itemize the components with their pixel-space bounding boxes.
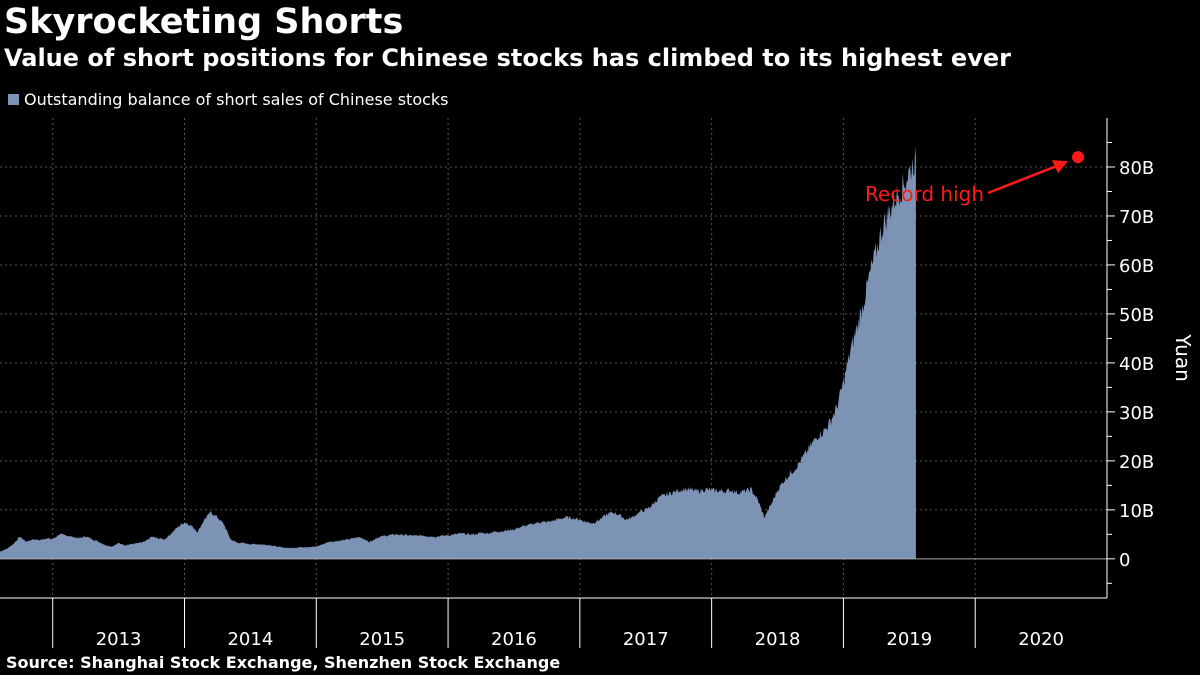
y-tick-label: 30B — [1119, 403, 1154, 424]
legend: Outstanding balance of short sales of Ch… — [8, 90, 449, 109]
x-tick-label: 2015 — [359, 629, 405, 650]
annotation-arrow-head — [1052, 160, 1069, 174]
y-tick-label: 0 — [1119, 550, 1130, 571]
axes — [0, 118, 1115, 648]
x-tick-label: 2014 — [227, 629, 273, 650]
y-tick-label: 10B — [1119, 501, 1154, 522]
tick-labels: 0 10B 20B 30B 40B 50B 60B 70B 80B 2013 2014 2015 201… — [96, 158, 1195, 650]
y-axis-title: Yuan — [1171, 333, 1195, 382]
source-note: Source: Shanghai Stock Exchange, Shenzhe… — [6, 653, 561, 672]
x-tick-label: 2016 — [491, 629, 537, 650]
record-high-marker — [1072, 151, 1085, 164]
x-tick-label: 2019 — [886, 629, 932, 650]
annotation-label: Record high — [865, 182, 984, 206]
y-tick-label: 50B — [1119, 305, 1154, 326]
chart-subtitle: Value of short positions for Chinese sto… — [4, 44, 1011, 72]
chart-title: Skyrocketing Shorts — [4, 2, 404, 42]
y-tick-label: 40B — [1119, 354, 1154, 375]
y-tick-label: 70B — [1119, 207, 1154, 228]
x-tick-label: 2013 — [96, 629, 142, 650]
annotation-arrow-line — [987, 162, 1065, 195]
x-tick-label: 2020 — [1018, 629, 1064, 650]
series-area — [0, 146, 916, 559]
x-tick-label: 2018 — [755, 629, 801, 650]
y-tick-label: 60B — [1119, 256, 1154, 277]
y-tick-label: 20B — [1119, 452, 1154, 473]
legend-label: Outstanding balance of short sales of Ch… — [24, 90, 449, 109]
area-series — [0, 146, 916, 559]
annotation: Record high — [865, 151, 1085, 206]
y-tick-label: 80B — [1119, 158, 1154, 179]
legend-swatch — [8, 94, 19, 105]
x-tick-label: 2017 — [623, 629, 669, 650]
